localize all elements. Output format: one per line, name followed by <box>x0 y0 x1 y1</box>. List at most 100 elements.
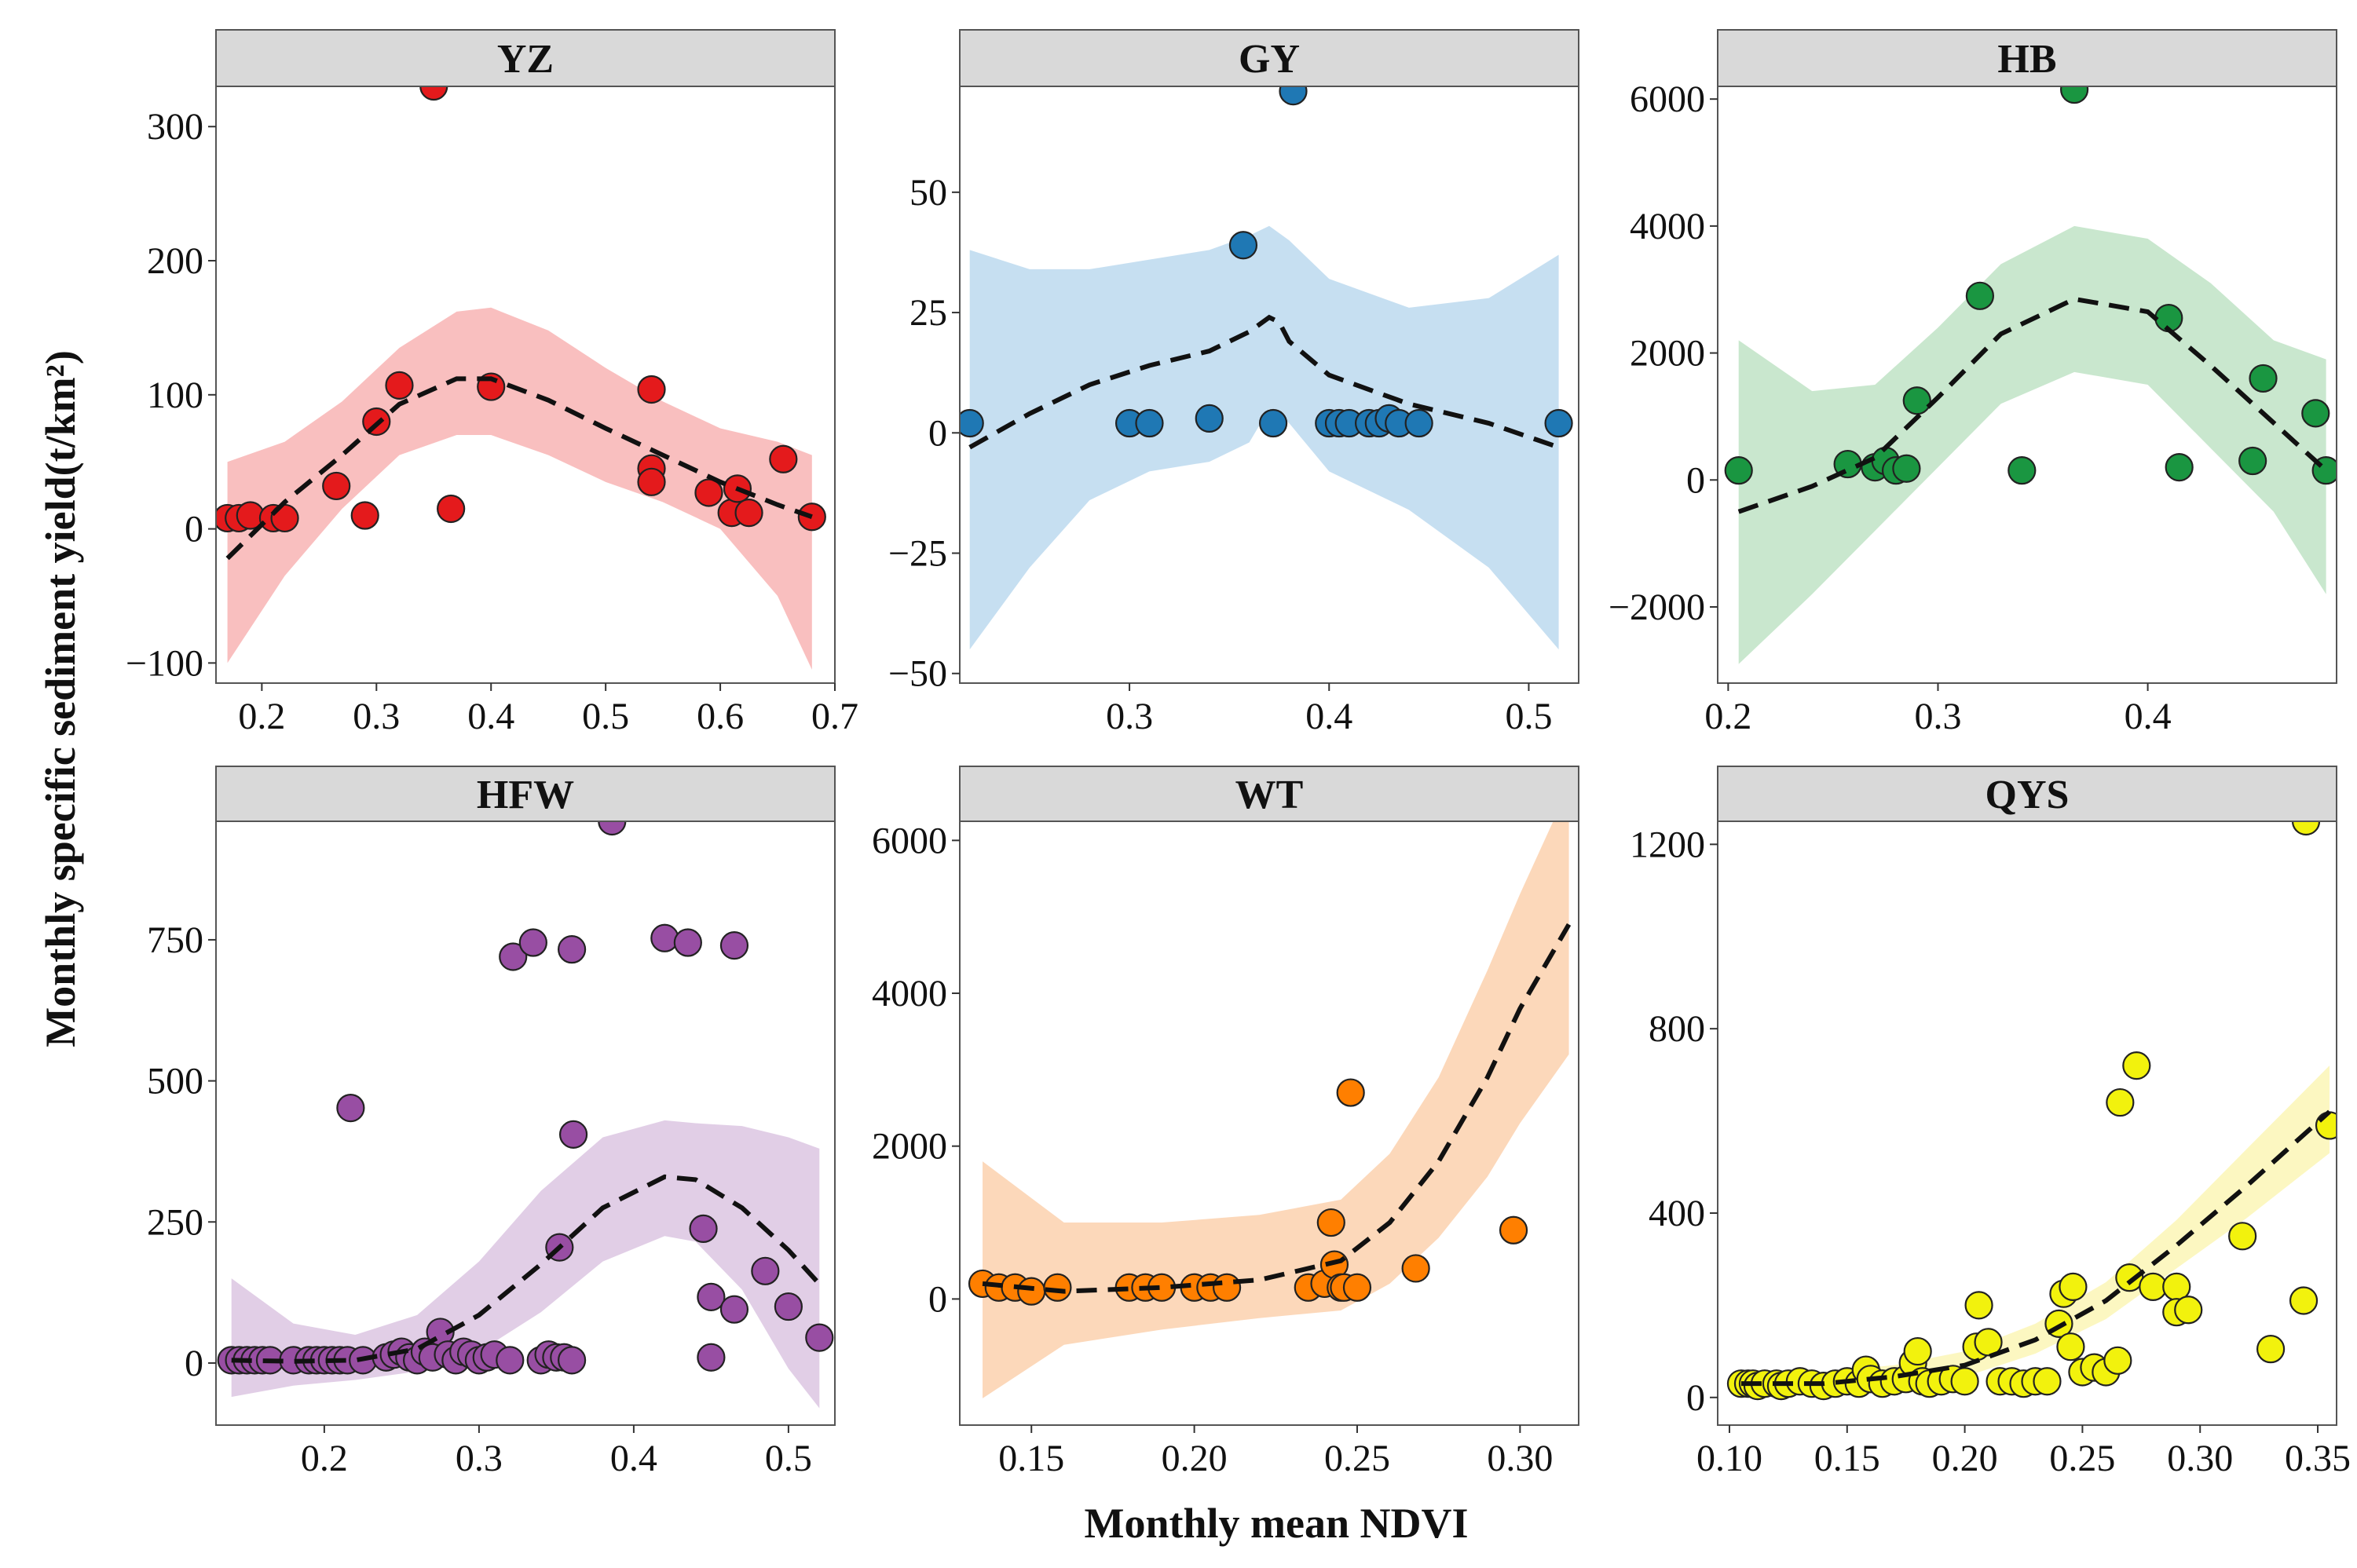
panel-hb-title: HB <box>1997 37 2056 82</box>
panel-hfw-point <box>518 928 547 957</box>
panel-qys-x-tick-label: 0.15 <box>1814 1438 1880 1479</box>
panel-wt-point <box>1017 1277 1046 1306</box>
panel-hb-point <box>2238 446 2267 476</box>
panel-gy-point <box>960 408 984 438</box>
panel-qys-point <box>2174 1296 2203 1325</box>
panel-yz-fit-line <box>225 376 813 561</box>
panel-yz-x-tick-label: 0.7 <box>811 696 858 737</box>
panel-qys-point <box>2228 1222 2257 1251</box>
panel-qys-y-tick-label: 800 <box>1649 1008 1705 1050</box>
panel-hfw-point <box>557 1346 587 1375</box>
panel-gy-confidence-band <box>969 225 1559 650</box>
panel-hfw-point <box>697 1282 726 1311</box>
panel-yz-x-tick-label: 0.6 <box>697 696 744 737</box>
panel-wt-y-tick-label: 4000 <box>872 973 947 1014</box>
panel-gy-point <box>1228 231 1258 260</box>
panel-qys-x-tick-label: 0.20 <box>1932 1438 1998 1479</box>
panel-yz-point <box>734 499 763 528</box>
panel-qys-point <box>2059 1272 2088 1301</box>
panel-gy-border <box>959 86 1579 684</box>
panel-hfw-point <box>719 931 749 960</box>
panel-wt-x-tick-label: 0.15 <box>998 1438 1064 1479</box>
panel-gy-point <box>1544 408 1573 438</box>
panel-yz-y-tick-label: 300 <box>147 106 203 148</box>
panel-yz-plot-area <box>216 86 826 670</box>
panel-qys-x-tick-label: 0.25 <box>2049 1438 2115 1479</box>
panel-hb-point <box>2007 456 2037 485</box>
panel-hb: HB 0.2 0.3 0.4 −2000 0 2000 4000 6000 <box>1609 29 2337 737</box>
panel-hfw-point <box>697 1343 726 1372</box>
panel-gy-y-tick-label: 25 <box>909 292 947 334</box>
panel-hfw-x-tick-label: 0.5 <box>765 1438 812 1479</box>
panel-gy-point <box>1195 404 1224 433</box>
panel-hfw-confidence-band <box>231 1120 820 1409</box>
panel-hfw-border <box>215 821 836 1426</box>
panel-hfw-point <box>751 1256 780 1285</box>
panel-hfw-y-tick-label: 0 <box>185 1343 203 1384</box>
panel-qys-fit-line <box>1740 1109 2332 1387</box>
panel-gy-point <box>1258 408 1288 438</box>
panel-qys-point <box>1950 1367 1979 1396</box>
panel-qys-border <box>1717 821 2337 1426</box>
panel-yz-x-tick-label: 0.2 <box>238 696 285 737</box>
panel-gy-x-tick-label: 0.3 <box>1106 696 1153 737</box>
panel-hfw-x-tick-label: 0.2 <box>301 1438 348 1479</box>
panel-hfw-point <box>719 1295 749 1324</box>
panel-gy-strip <box>959 29 1579 87</box>
panel-yz-x-tick-label: 0.3 <box>353 696 400 737</box>
panel-wt-border <box>959 821 1579 1426</box>
panel-qys-plot-area <box>1726 821 2337 1401</box>
panel-hb-point <box>2301 399 2330 428</box>
panel-hfw-x-tick-label: 0.3 <box>456 1438 503 1479</box>
panel-hfw-point <box>774 1292 803 1321</box>
panel-yz-y-tick-label: 100 <box>147 375 203 416</box>
panel-yz-y-tick-label: 200 <box>147 240 203 282</box>
panel-gy-title: GY <box>1239 37 1300 82</box>
panel-hb-confidence-band <box>1738 225 2326 664</box>
panel-yz-y-tick-label: 0 <box>185 509 203 550</box>
panel-wt-x-tick-label: 0.25 <box>1324 1438 1390 1479</box>
panel-wt-x-tick-label: 0.20 <box>1162 1438 1228 1479</box>
panel-hb-x-tick-label: 0.3 <box>1914 696 1961 737</box>
panel-wt-y-tick-label: 2000 <box>872 1126 947 1168</box>
panel-hfw-point <box>650 923 679 952</box>
panel-gy-point <box>1135 408 1164 438</box>
panel-hfw-fit-line <box>231 1174 822 1364</box>
panel-qys-point <box>2033 1367 2062 1396</box>
panel-wt-strip <box>959 766 1579 822</box>
panel-wt-point <box>1401 1254 1430 1283</box>
panel-yz-strip <box>215 29 836 87</box>
panel-gy-point <box>1404 408 1433 438</box>
y-axis-title: Monthly specific sediment yield(t/km²) <box>37 350 84 1047</box>
panel-yz-confidence-band <box>227 307 812 670</box>
panel-qys-y-tick-label: 400 <box>1649 1193 1705 1234</box>
panel-gy: GY 0.3 0.4 0.5 −50 −25 0 25 50 <box>888 29 1579 737</box>
panel-hfw-point <box>673 928 702 957</box>
panel-yz-point <box>637 467 666 496</box>
panel-hfw-point <box>598 821 627 836</box>
panel-hb-point <box>1902 386 1931 415</box>
panel-hb-y-tick-label: 4000 <box>1630 206 1705 247</box>
panel-qys-confidence-band <box>1740 1065 2330 1395</box>
panel-qys-strip <box>1717 766 2337 822</box>
panel-hb-point <box>1892 454 1921 483</box>
panel-hfw-point <box>805 1323 834 1352</box>
panel-qys-y-tick-label: 1200 <box>1630 824 1705 865</box>
panel-yz-x-tick-label: 0.4 <box>467 696 514 737</box>
panel-gy-fit-line <box>968 314 1560 450</box>
panel-qys-point <box>2122 1051 2151 1080</box>
panel-qys-x-tick-label: 0.10 <box>1696 1438 1762 1479</box>
panel-qys-x-tick-label: 0.30 <box>2167 1438 2233 1479</box>
panel-hb-x-tick-label: 0.2 <box>1704 696 1751 737</box>
panel-hfw-x-tick-label: 0.4 <box>610 1438 657 1479</box>
panel-wt: WT 0.15 0.20 0.25 0.30 0 2000 4000 6000 <box>872 766 1579 1479</box>
panel-yz-x-tick-label: 0.5 <box>582 696 629 737</box>
panel-qys-point <box>2056 1332 2085 1361</box>
panel-qys: QYS 0.10 0.15 0.20 0.25 0.30 0.35 0 400 800 1200 <box>1630 766 2351 1479</box>
panel-wt-point <box>1043 1273 1072 1302</box>
panel-qys-point <box>2289 1286 2319 1315</box>
panel-qys-x-tick-label: 0.35 <box>2285 1438 2351 1479</box>
panel-wt-confidence-band <box>983 821 1569 1398</box>
